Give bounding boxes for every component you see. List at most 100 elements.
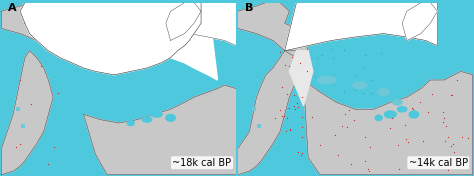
Point bbox=[444, 169, 452, 172]
Point bbox=[416, 101, 423, 104]
Polygon shape bbox=[237, 51, 303, 175]
Point bbox=[328, 48, 336, 51]
Point bbox=[37, 65, 45, 67]
Point bbox=[364, 168, 372, 171]
Point bbox=[14, 108, 22, 111]
Point bbox=[293, 102, 301, 105]
Point bbox=[298, 125, 306, 128]
Point bbox=[404, 141, 412, 144]
Polygon shape bbox=[237, 3, 308, 58]
Point bbox=[291, 108, 299, 111]
Point bbox=[369, 78, 376, 81]
Point bbox=[442, 125, 450, 127]
Point bbox=[361, 136, 369, 139]
Point bbox=[377, 51, 385, 54]
Point bbox=[444, 136, 452, 138]
Point bbox=[344, 125, 351, 128]
Polygon shape bbox=[1, 51, 53, 175]
Point bbox=[352, 74, 360, 77]
Polygon shape bbox=[289, 51, 313, 106]
Point bbox=[442, 139, 449, 142]
Point bbox=[331, 134, 338, 137]
Point bbox=[441, 117, 448, 120]
Point bbox=[347, 163, 355, 165]
Point bbox=[449, 143, 456, 146]
Point bbox=[365, 170, 373, 173]
Point bbox=[439, 121, 447, 124]
Point bbox=[255, 125, 263, 128]
Point bbox=[283, 117, 291, 119]
Point bbox=[297, 62, 304, 64]
Ellipse shape bbox=[377, 89, 389, 96]
Point bbox=[298, 115, 305, 118]
Point bbox=[299, 136, 306, 139]
Point bbox=[50, 146, 58, 149]
Point bbox=[329, 57, 337, 60]
Point bbox=[464, 137, 472, 140]
Polygon shape bbox=[285, 3, 438, 51]
Point bbox=[27, 103, 35, 105]
Point bbox=[250, 108, 258, 111]
Polygon shape bbox=[20, 3, 201, 75]
Point bbox=[346, 109, 353, 112]
Point bbox=[447, 94, 455, 96]
Point bbox=[276, 109, 284, 112]
Point bbox=[291, 94, 298, 97]
Point bbox=[316, 144, 324, 147]
Point bbox=[54, 92, 62, 94]
Point bbox=[311, 75, 319, 78]
Point bbox=[388, 117, 396, 120]
Point bbox=[272, 117, 279, 120]
Point bbox=[410, 108, 417, 111]
Ellipse shape bbox=[397, 107, 407, 112]
Point bbox=[419, 140, 427, 142]
Point bbox=[453, 79, 461, 82]
Polygon shape bbox=[29, 3, 237, 46]
Text: A: A bbox=[9, 3, 17, 13]
Point bbox=[298, 95, 306, 98]
Polygon shape bbox=[83, 85, 237, 175]
Point bbox=[281, 64, 289, 67]
Point bbox=[281, 115, 288, 117]
Ellipse shape bbox=[375, 115, 382, 120]
Polygon shape bbox=[303, 71, 473, 175]
Point bbox=[413, 161, 421, 164]
Text: ~18k cal BP: ~18k cal BP bbox=[173, 158, 232, 168]
Point bbox=[287, 128, 294, 131]
Point bbox=[44, 162, 51, 165]
Point bbox=[424, 111, 432, 114]
Point bbox=[386, 127, 394, 130]
Point bbox=[448, 93, 456, 96]
Point bbox=[351, 89, 358, 92]
Point bbox=[278, 115, 286, 118]
Point bbox=[313, 57, 321, 60]
Ellipse shape bbox=[142, 117, 152, 122]
Point bbox=[367, 92, 375, 94]
Point bbox=[458, 136, 466, 138]
Ellipse shape bbox=[393, 100, 402, 105]
Point bbox=[285, 65, 292, 68]
Polygon shape bbox=[166, 3, 201, 40]
Ellipse shape bbox=[127, 120, 134, 126]
Point bbox=[19, 125, 27, 128]
Point bbox=[278, 86, 286, 89]
Point bbox=[359, 92, 366, 95]
Point bbox=[297, 154, 304, 157]
Point bbox=[340, 89, 348, 92]
Point bbox=[447, 144, 455, 147]
Polygon shape bbox=[1, 3, 72, 58]
Point bbox=[362, 53, 369, 56]
Point bbox=[298, 151, 306, 154]
Point bbox=[285, 107, 292, 110]
Ellipse shape bbox=[151, 112, 162, 117]
Point bbox=[428, 92, 436, 95]
Ellipse shape bbox=[384, 111, 396, 118]
Point bbox=[402, 137, 410, 140]
Text: B: B bbox=[245, 3, 253, 13]
Polygon shape bbox=[25, 3, 218, 80]
Point bbox=[451, 150, 458, 153]
Point bbox=[362, 160, 369, 163]
Point bbox=[413, 163, 421, 166]
Point bbox=[401, 124, 409, 127]
Point bbox=[394, 143, 402, 146]
